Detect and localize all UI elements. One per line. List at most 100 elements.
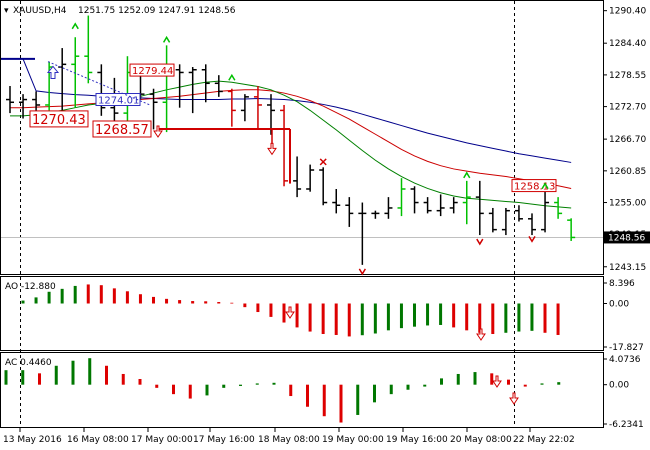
chart-ohlc: 1251.75 1252.09 1247.91 1248.56 [78,6,236,16]
ohlc-bar [319,167,328,206]
fractal-down-icon [358,268,366,276]
ohlc-bar [488,207,497,233]
price-label-box [29,110,89,128]
chart-overlays: 1279.44 1274.01 1270.43 1268.57 1258.13 [1,22,557,276]
ohlc-bar [71,37,80,108]
ohlc-bar [358,202,367,265]
ao-tick-label: 8.396 [609,279,635,289]
price-tick-label: 1278.55 [609,71,646,81]
ao-tick-label: 0.00 [609,299,629,309]
chart-symbol: XAUUSD,H4 [13,6,67,16]
sell-arrow-icon [267,142,277,156]
price-label-box [129,63,175,77]
ohlc-bar [201,64,210,103]
chart-symbol-icon: ▾ [4,6,9,16]
ohlc-bar [371,210,380,219]
ac-indicator-label: AC 0.4460 [5,358,52,368]
price-tick-label: 1284.40 [609,39,646,49]
time-tick-label: 13 May 2016 [3,435,62,445]
price-axis: 1290.40 1284.40 1278.55 1272.70 1266.70 1260.… [1,7,650,273]
ao-indicator-label: AO -12.880 [5,282,56,292]
ohlc-bar [384,197,393,219]
ohlc-bar [149,88,158,130]
time-tick-label: 17 May 16:00 [193,435,255,445]
fractal-up-icon [541,182,549,190]
current-price-value: 1248.56 [608,233,645,243]
ac-histogram [4,358,561,423]
ohlc-bar [6,86,14,114]
time-tick-label: 22 May 22:02 [513,435,575,445]
close-marker-icon [319,158,327,166]
ac-panel-frame [0,352,604,428]
time-tick-label: 19 May 16:00 [386,435,448,445]
price-tick-label: 1260.85 [609,167,646,177]
ohlc-bar [345,197,354,227]
price-label-text: 1274.01 [98,96,139,107]
sell-arrow-icon [509,392,519,405]
ao-histogram [21,284,560,341]
sell-arrow-icon [476,328,486,341]
price-tick-label: 1290.40 [609,7,646,17]
ohlc-bar [280,104,289,187]
ohlc-bar [528,213,536,236]
ao-tick-label: -17.827 [609,343,644,353]
price-label-box [92,120,152,138]
time-tick-label: 17 May 00:00 [131,435,193,445]
sell-arrow-icon [492,375,502,388]
fractal-up-icon [228,73,236,81]
ohlc-bar [19,94,28,119]
ohlc-bar [332,188,341,214]
fractal-up-icon [463,171,471,179]
ohlc-bar [423,197,432,214]
ohlc-bar [253,86,262,130]
ohlc-bar [84,15,93,84]
price-tick-label: 1255.00 [609,199,646,209]
ao-axis: 8.396 0.00 -17.827 [603,279,644,353]
ohlc-bar [554,197,563,219]
fractal-up-icon [71,22,79,30]
time-tick-label: 20 May 08:00 [450,435,512,445]
ao-panel-frame [0,276,604,351]
sell-arrow-icon [153,125,163,138]
ohlc-bar [475,180,484,236]
time-tick-label: 19 May 00:00 [322,435,384,445]
ohlc-bar [175,64,184,108]
ac-axis: 4.0736 0.00 -6.2341 [603,355,644,430]
ohlc-bar [410,186,419,214]
ohlc-bar [541,191,550,233]
ohlc-bar [188,67,197,114]
current-price-tag [604,231,650,244]
price-label-text: 1279.44 [132,66,173,77]
time-tick-label: 16 May 08:00 [67,435,129,445]
ac-tick-label: 4.0736 [609,355,641,365]
ohlc-bar [306,164,315,192]
time-axis: 13 May 2016 16 May 08:00 17 May 00:00 17 Ma… [3,428,575,445]
buy-arrow-icon [46,65,60,79]
price-tick-label: 1243.15 [609,263,646,273]
ohlc-bar [293,156,302,198]
ohlc-bar [227,88,236,127]
price-label-text: 1268.57 [95,123,149,138]
price-panel-frame [0,0,604,275]
price-bars [6,15,576,265]
ohlc-bar [449,197,458,214]
sell-arrow-icon [285,306,295,319]
price-label-text: 1270.43 [32,113,86,128]
trend-line [47,61,151,106]
price-label-text: 1258.13 [514,182,555,193]
ohlc-bar [501,207,510,236]
ohlc-bar [514,205,523,222]
fractal-up-icon [162,35,171,43]
ohlc-bar [240,94,249,122]
fractal-down-icon [528,235,536,243]
ohlc-bar [397,178,406,217]
ohlc-bar [462,180,471,225]
ohlc-bar [214,75,223,97]
ohlc-bar [97,64,106,116]
time-tick-label: 18 May 08:00 [258,435,320,445]
ohlc-bar [436,194,445,217]
ac-tick-label: 0.00 [609,381,629,391]
price-tick-label: 1266.70 [609,135,646,145]
ohlc-bar [567,218,576,241]
